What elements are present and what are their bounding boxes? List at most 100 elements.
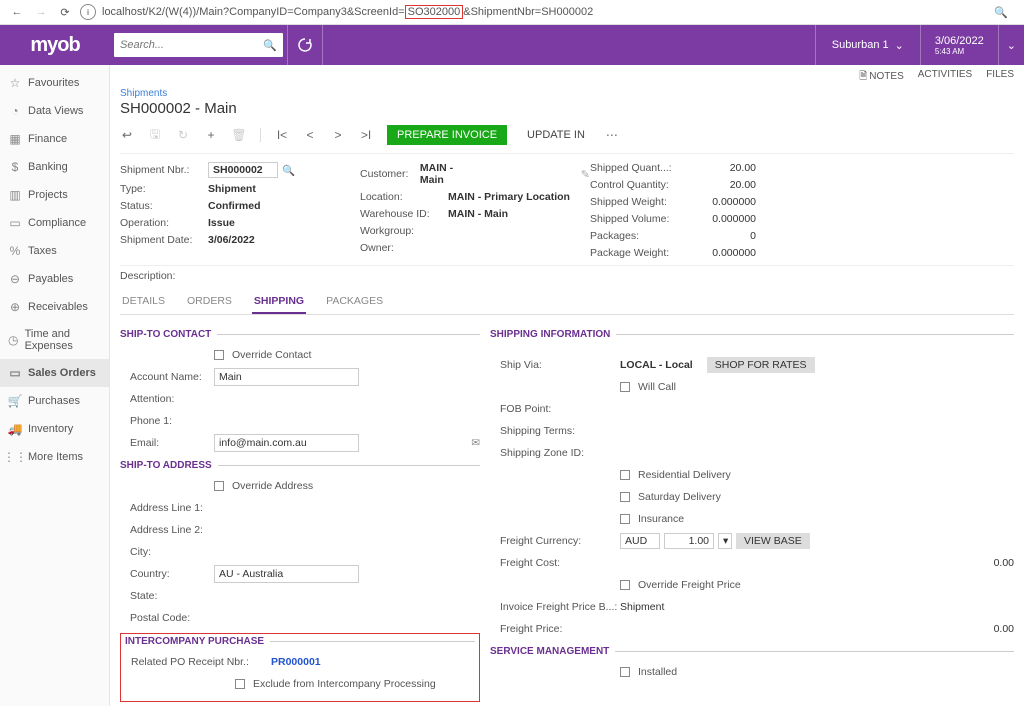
reload-icon[interactable]: ⟳ [56,3,74,21]
logo[interactable]: myob [0,34,110,57]
tab-packages[interactable]: PACKAGES [324,290,385,314]
phone1-label: Phone 1: [130,415,214,427]
minus-circle-icon: ⊖ [6,272,24,286]
type-label: Type: [120,183,208,195]
top-actions: 🗎NOTES ACTIVITIES FILES [120,69,1014,88]
shipment-nbr-value[interactable]: SH000002🔍 [208,162,295,178]
willcall-label: Will Call [638,381,676,393]
controlqty-value: 20.00 [686,179,756,191]
url-bar[interactable]: localhost/K2/(W(4))/Main?CompanyID=Compa… [102,5,986,19]
insurance-checkbox[interactable] [620,514,630,524]
save-icon[interactable]: 🖫 [148,128,162,142]
city-label: City: [130,546,214,558]
prepare-invoice-button[interactable]: PREPARE INVOICE [387,125,507,145]
chevron-down-icon[interactable]: ⌄ [998,25,1024,65]
last-icon[interactable]: >I [359,128,373,142]
override-contact-checkbox[interactable] [214,350,224,360]
shipping-info-header: SHIPPING INFORMATION [490,329,1014,340]
packages-value: 0 [686,230,756,242]
related-po-link[interactable]: PR000001 [271,656,475,668]
activities-link[interactable]: ACTIVITIES [918,69,972,86]
rate-input[interactable]: 1.00 [664,533,714,549]
dollar-icon: $ [6,160,24,174]
sidebar-item-dataviews[interactable]: ◔Data Views [0,97,109,125]
override-contact-label: Override Contact [232,349,311,361]
back-icon[interactable]: ↩ [120,128,134,142]
sidebar-item-finance[interactable]: ▦Finance [0,125,109,153]
sidebar: ☆Favourites ◔Data Views ▦Finance $Bankin… [0,65,110,706]
location-value: MAIN - Primary Location [448,191,570,203]
installed-checkbox[interactable] [620,667,630,677]
update-in-button[interactable]: UPDATE IN [521,125,591,145]
tab-orders[interactable]: ORDERS [185,290,234,314]
next-icon[interactable]: > [331,128,345,142]
tab-shipping[interactable]: SHIPPING [252,290,306,314]
search-icon[interactable]: 🔍 [992,3,1010,21]
override-address-checkbox[interactable] [214,481,224,491]
willcall-checkbox[interactable] [620,382,630,392]
account-name-label: Account Name: [130,371,214,383]
edit-icon[interactable]: ✎ [581,168,590,181]
global-search[interactable]: 🔍 [114,33,283,57]
company-selector[interactable]: Suburban 1 ⌄ [815,25,920,65]
residential-checkbox[interactable] [620,470,630,480]
summary-area: Shipment Nbr.:SH000002🔍 Type:Shipment St… [120,154,1014,266]
sidebar-item-more[interactable]: ⋮⋮More Items [0,443,109,471]
zone-label: Shipping Zone ID: [500,447,620,459]
prev-icon[interactable]: < [303,128,317,142]
sidebar-item-compliance[interactable]: ▭Compliance [0,209,109,237]
state-label: State: [130,590,214,602]
delete-icon[interactable]: 🗑 [232,128,246,142]
shipdate-value: 3/06/2022 [208,234,255,246]
notes-link[interactable]: 🗎NOTES [859,69,904,86]
override-freight-label: Override Freight Price [638,579,741,591]
sidebar-item-purchases[interactable]: 🛒Purchases [0,387,109,415]
sidebar-item-receivables[interactable]: ⊕Receivables [0,293,109,321]
add-icon[interactable]: + [204,128,218,142]
sidebar-item-time[interactable]: ◷Time and Expenses [0,321,109,359]
back-icon[interactable]: ← [8,3,26,21]
more-actions-icon[interactable]: ⋯ [605,128,619,142]
chevron-down-icon: ⌄ [895,39,904,52]
breadcrumb[interactable]: Shipments [120,88,1014,99]
service-mgmt-header: SERVICE MANAGEMENT [490,646,1014,657]
mail-icon[interactable]: ✉ [471,437,480,449]
search-icon[interactable]: 🔍 [263,39,277,52]
refresh-button[interactable] [287,25,323,65]
search-input[interactable] [120,39,263,51]
override-freight-checkbox[interactable] [620,580,630,590]
sidebar-item-favourites[interactable]: ☆Favourites [0,69,109,97]
forward-icon[interactable]: → [32,3,50,21]
shippedqty-label: Shipped Quant...: [590,162,686,174]
lookup-icon[interactable]: 🔍 [282,164,295,177]
currency-select[interactable]: AUD [620,533,660,549]
sidebar-item-banking[interactable]: $Banking [0,153,109,181]
notes-icon: 🗎 [859,71,867,82]
sidebar-item-taxes[interactable]: %Taxes [0,237,109,265]
business-date[interactable]: 3/06/2022 5:43 AM [920,25,998,65]
override-address-label: Override Address [232,480,313,492]
discard-icon[interactable]: ↻ [176,128,190,142]
first-icon[interactable]: I< [275,128,289,142]
customer-value: MAIN - Main [420,162,461,186]
sidebar-item-inventory[interactable]: 🚚Inventory [0,415,109,443]
shipvia-value: LOCAL - Local [620,359,693,371]
viewbase-button[interactable]: VIEW BASE [736,533,810,549]
operation-value: Issue [208,217,235,229]
sidebar-item-label: Sales Orders [28,367,96,379]
status-label: Status: [120,200,208,212]
packageweight-label: Package Weight: [590,247,686,259]
exclude-intercompany-checkbox[interactable] [235,679,245,689]
sidebar-item-payables[interactable]: ⊖Payables [0,265,109,293]
freightprice-value: 0.00 [620,623,1014,635]
shippedvolume-label: Shipped Volume: [590,213,686,225]
rate-dropdown[interactable]: ▾ [718,533,732,549]
currency-label: Freight Currency: [500,535,620,547]
warehouse-value: MAIN - Main [448,208,508,220]
shop-rates-button[interactable]: SHOP FOR RATES [707,357,815,373]
sidebar-item-salesorders[interactable]: ▭Sales Orders [0,359,109,387]
tab-details[interactable]: DETAILS [120,290,167,314]
sidebar-item-projects[interactable]: ▥Projects [0,181,109,209]
files-link[interactable]: FILES [986,69,1014,86]
info-icon[interactable]: i [80,4,96,20]
